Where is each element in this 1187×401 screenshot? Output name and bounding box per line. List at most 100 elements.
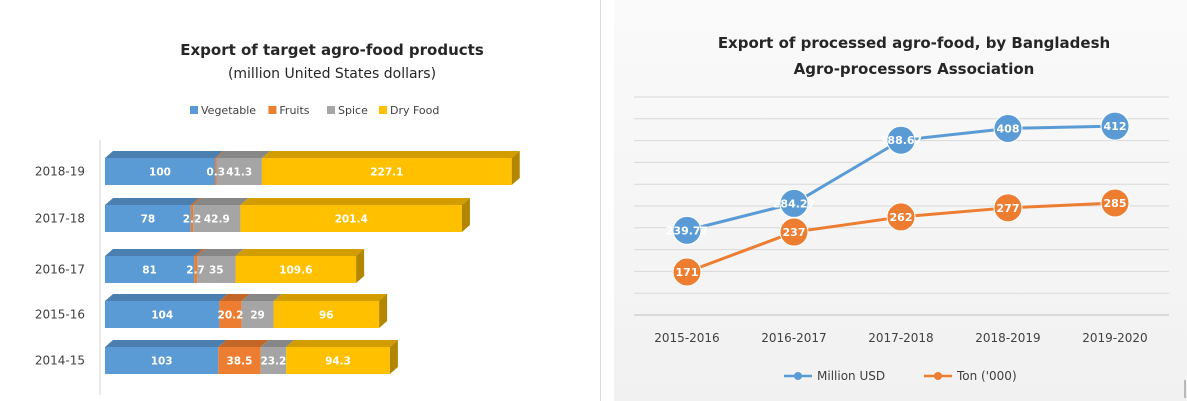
legend-marker-0	[794, 372, 802, 380]
bar-segment	[105, 347, 219, 374]
bar-segment	[193, 205, 241, 232]
bar-value-label: 29	[250, 310, 265, 322]
bar-top-face	[261, 151, 520, 158]
bar-value-label: 41.3	[226, 167, 252, 179]
y-tick-label: 2015-16	[35, 308, 85, 322]
bar-value-label: 109.6	[279, 265, 312, 277]
bar-segment	[105, 301, 220, 328]
bar-value-label: 227.1	[370, 167, 403, 179]
bar-chart-bars: 100 0.3 41.3 227.1 78 2.2 42.9 201.4 81 2.7 35 109.…	[105, 151, 520, 374]
bar-side-face	[461, 198, 470, 232]
bar-chart: Export of target agro-food products (mil…	[35, 41, 520, 395]
data-label: 277	[997, 202, 1020, 215]
y-tick-label: 2014-15	[35, 354, 85, 368]
bar-top-face	[105, 151, 223, 158]
bar-segment	[197, 256, 236, 283]
line-chart-legend: Million USD Ton ('000)	[784, 369, 1017, 383]
data-label: 171	[676, 266, 699, 279]
bar-top-face	[273, 294, 388, 301]
bar-chart-panel: Export of target agro-food products (mil…	[34, 0, 601, 401]
legend-label-1: Ton ('000)	[956, 369, 1017, 383]
legend-swatch-1	[268, 106, 277, 114]
bar-top-face	[190, 198, 202, 205]
data-label: 239.77	[666, 224, 708, 237]
bar-value-label: 94.3	[325, 356, 351, 368]
legend-swatch-2	[327, 106, 335, 114]
line-chart-panel: Export of processed agro-food, by Bangla…	[614, 0, 1187, 401]
bar-top-face	[240, 198, 470, 205]
y-tick-label: 2018-19	[35, 165, 85, 179]
x-tick-label: 2017-2018	[868, 331, 933, 345]
bar-segment	[105, 158, 215, 185]
bar-value-label: 23.2	[260, 356, 286, 368]
line-chart-series: 239.77 284.27 388.67 408 412 171 237 262 277 285	[666, 111, 1130, 287]
legend-label-1: Fruits	[279, 104, 309, 117]
data-label: 262	[890, 211, 913, 224]
data-point	[672, 215, 702, 245]
bar-side-face	[511, 151, 520, 185]
bar-value-label: 20.2	[218, 310, 244, 322]
bar-value-label: 81	[142, 265, 157, 277]
bar-top-face	[105, 294, 228, 301]
bar-value-label: 38.5	[227, 356, 253, 368]
line-chart-title-line1: Export of processed agro-food, by Bangla…	[718, 34, 1110, 52]
bar-top-face	[219, 294, 250, 301]
bar-segment	[219, 301, 242, 328]
data-label: 388.67	[880, 134, 922, 147]
bar-top-face	[216, 151, 270, 158]
bar-value-label: 78	[141, 214, 156, 226]
data-label: 237	[783, 226, 806, 239]
bar-top-face	[197, 249, 244, 256]
bar-value-label: 35	[209, 265, 224, 277]
bar-value-label: 201.4	[335, 214, 368, 226]
bar-value-label: 2.7	[186, 265, 205, 277]
bar-segment	[240, 205, 462, 232]
bar-side-face	[356, 249, 365, 283]
bar-segment	[190, 205, 194, 232]
legend-label-2: Spice	[338, 104, 368, 117]
bar-segment	[261, 158, 512, 185]
bar-top-face	[105, 198, 199, 205]
legend-label-0: Million USD	[817, 369, 885, 383]
data-point	[779, 217, 809, 247]
data-point	[779, 188, 809, 218]
bar-segment	[260, 347, 287, 374]
legend-swatch-3	[379, 106, 387, 114]
bar-segment	[216, 158, 262, 185]
bar-top-face	[105, 249, 203, 256]
y-tick-label: 2017-18	[35, 212, 85, 226]
bar-side-face	[389, 340, 398, 374]
bar-segment	[218, 347, 261, 374]
data-label: 412	[1104, 120, 1127, 133]
bar-value-label: 104	[151, 310, 173, 322]
line-chart-title-line2: Agro-processors Association	[794, 60, 1035, 78]
legend-label-3: Dry Food	[390, 104, 439, 117]
x-tick-label: 2015-2016	[654, 331, 719, 345]
line-chart: Export of processed agro-food, by Bangla…	[634, 34, 1186, 398]
bar-value-label: 42.9	[204, 214, 230, 226]
bar-top-face	[105, 340, 227, 347]
x-tick-label: 2016-2017	[761, 331, 826, 345]
legend-label-0: Vegetable	[201, 104, 256, 117]
bar-top-face	[218, 340, 269, 347]
bar-segment	[273, 301, 380, 328]
bar-value-label: 0.3	[206, 167, 225, 179]
x-tick-label: 2019-2020	[1082, 331, 1147, 345]
data-point	[886, 202, 916, 232]
legend-swatch-0	[190, 106, 198, 114]
bar-segment	[105, 205, 191, 232]
bar-value-label: 96	[319, 310, 334, 322]
data-label: 408	[997, 122, 1020, 135]
bar-segment	[194, 256, 198, 283]
data-point	[1100, 188, 1130, 218]
data-label: 284.27	[773, 197, 815, 210]
bar-value-label: 103	[151, 356, 173, 368]
bar-side-face	[379, 294, 388, 328]
bar-chart-legend: Vegetable Fruits Spice Dry Food	[190, 104, 439, 117]
x-tick-label: 2018-2019	[975, 331, 1040, 345]
bar-segment	[215, 158, 217, 185]
line-chart-x-axis: 2015-2016 2016-2017 2017-2018 2018-2019 2019…	[654, 331, 1147, 345]
bar-top-face	[260, 340, 295, 347]
bar-chart-title: Export of target agro-food products	[180, 41, 484, 59]
bar-value-label: 2.2	[183, 214, 202, 226]
